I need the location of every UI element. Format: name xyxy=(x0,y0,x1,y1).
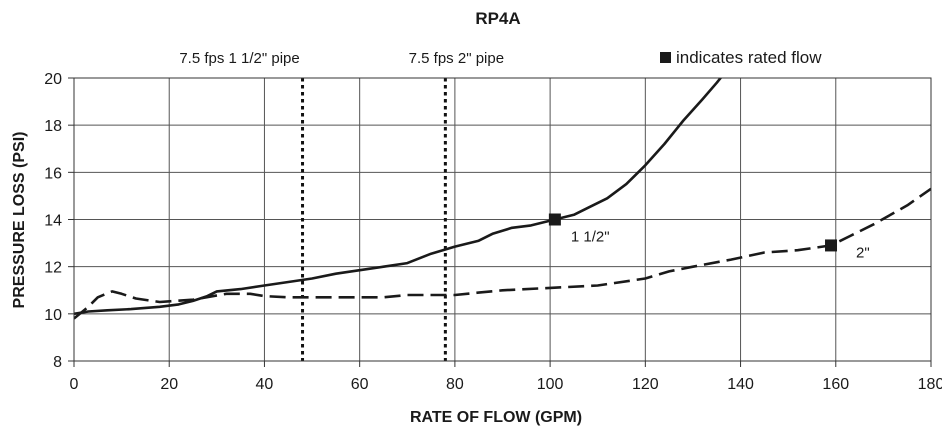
legend: indicates rated flow xyxy=(660,48,822,67)
y-tick-label: 20 xyxy=(44,71,62,88)
rated-flow-marker-icon xyxy=(660,52,671,63)
series: 1 1/2" 2" xyxy=(74,78,931,320)
x-tick-label: 20 xyxy=(160,376,178,393)
plot-area-border xyxy=(73,77,932,362)
x-axis-title: RATE OF FLOW (GPM) xyxy=(410,409,582,426)
rated-flow-marker xyxy=(825,239,838,252)
y-tick-label: 16 xyxy=(44,165,62,182)
series-label: 2" xyxy=(856,244,870,261)
legend-text: indicates rated flow xyxy=(676,48,822,67)
series-line-2in xyxy=(74,187,931,320)
x-tick-label: 160 xyxy=(822,376,849,393)
grid xyxy=(68,77,932,367)
y-tick-label: 18 xyxy=(44,118,62,135)
series-label: 1 1/2" xyxy=(571,229,610,246)
y-tick-label: 8 xyxy=(53,354,62,371)
x-tick-label: 120 xyxy=(632,376,659,393)
reference-line-label: 7.5 fps 2" pipe xyxy=(409,50,504,67)
x-tick-label: 80 xyxy=(446,376,464,393)
x-tick-label: 0 xyxy=(70,376,79,393)
x-tick-label: 40 xyxy=(256,376,274,393)
x-tick-label: 100 xyxy=(537,376,564,393)
x-tick-label: 140 xyxy=(727,376,754,393)
y-axis-title: PRESSURE LOSS (PSI) xyxy=(11,132,28,309)
rated-flow-marker xyxy=(548,213,561,226)
series-line-1-5in xyxy=(74,78,723,316)
y-tick-label: 14 xyxy=(44,213,62,230)
reference-lines: 7.5 fps 1 1/2" pipe 7.5 fps 2" pipe xyxy=(179,50,504,361)
tick-labels: 0 20 40 60 80 100 120 140 160 180 8 10 12 14 16 18 20 xyxy=(44,71,942,393)
x-tick-label: 60 xyxy=(351,376,369,393)
chart-title: RP4A xyxy=(475,9,520,28)
x-tick-label: 180 xyxy=(918,376,942,393)
y-tick-label: 10 xyxy=(44,307,62,324)
y-tick-label: 12 xyxy=(44,260,62,277)
reference-line-label: 7.5 fps 1 1/2" pipe xyxy=(179,50,299,67)
